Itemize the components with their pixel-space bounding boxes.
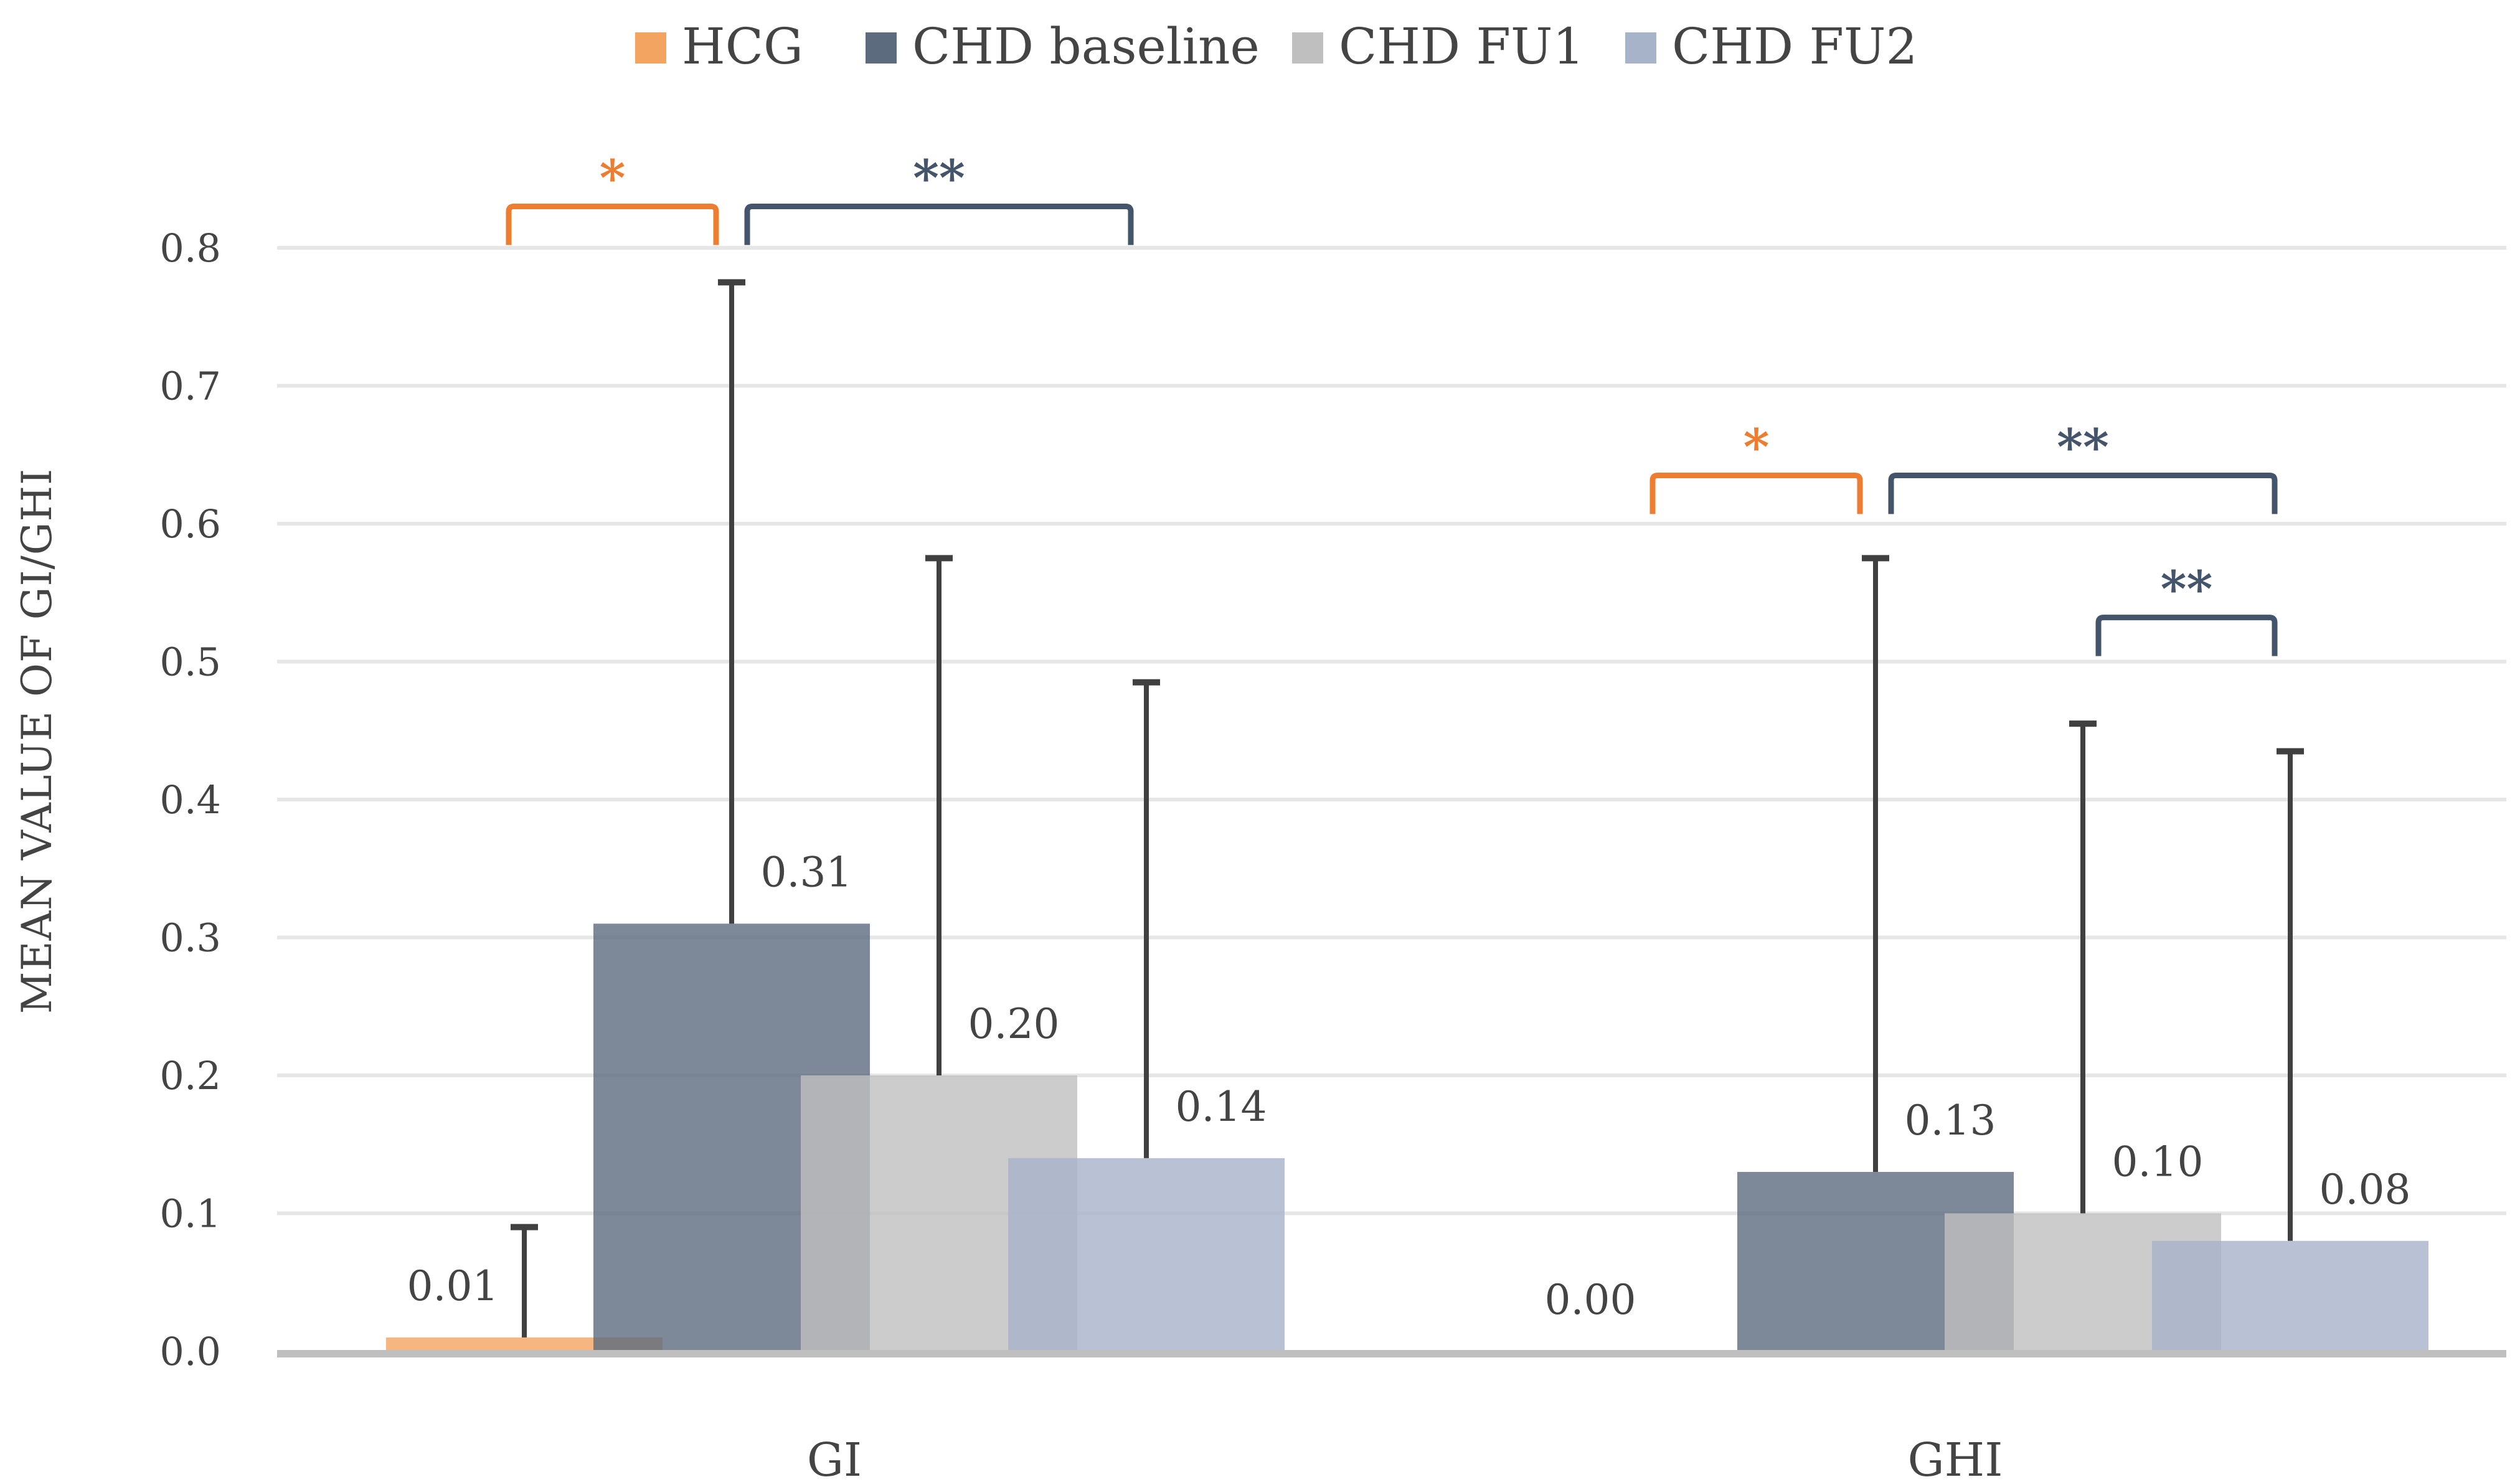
legend-swatch-chd-fu1: [1292, 32, 1323, 64]
bars: [386, 923, 2428, 1351]
y-tick-label: 0.8: [159, 225, 221, 271]
significance-bracket: [1649, 472, 1863, 514]
data-labels: 0.01 0.31 0.20 0.14 0.00 0.13 0.10 0.08: [407, 848, 2411, 1324]
y-tick-label: 0.1: [159, 1191, 221, 1237]
legend-label-hcg: HCG: [682, 17, 803, 75]
y-tick-label: 0.0: [159, 1329, 221, 1374]
data-label-chd-fu1-ghi: 0.10: [2112, 1138, 2204, 1186]
significance-marker: *: [600, 149, 626, 207]
significance-marker: **: [913, 149, 965, 207]
y-axis-ticks: 0.0 0.1 0.2 0.3 0.4 0.5 0.6 0.7 0.8: [159, 225, 221, 1374]
y-axis-label: MEAN VALUE OF GI/GHI: [13, 468, 61, 1014]
significance-brackets: * *** ****: [506, 149, 2278, 656]
legend-label-chd-baseline: CHD baseline: [912, 17, 1260, 75]
y-tick-label: 0.6: [159, 501, 221, 547]
legend-label-chd-fu2: CHD FU2: [1672, 17, 1917, 75]
data-label-hcg-ghi: 0.00: [1545, 1276, 1636, 1324]
y-tick-label: 0.3: [159, 915, 221, 961]
significance-bracket: [506, 204, 719, 245]
significance-marker: **: [2057, 417, 2109, 476]
x-category-label-ghi: GHI: [1908, 1433, 2003, 1482]
y-tick-label: 0.2: [159, 1053, 221, 1098]
y-tick-label: 0.7: [159, 364, 221, 409]
bar-chd-fu2-ghi: [2152, 1240, 2428, 1351]
x-category-label-gi: GI: [807, 1433, 862, 1482]
significance-marker: *: [1744, 417, 1770, 476]
data-label-chd-fu2-ghi: 0.08: [2319, 1166, 2411, 1214]
x-axis-categories: GI GHI: [807, 1433, 2003, 1482]
significance-bracket: [744, 204, 1134, 245]
significance-marker: **: [2161, 560, 2213, 618]
data-label-chd-fu1-gi: 0.20: [968, 1000, 1060, 1048]
bar-chd-fu2-gi: [1008, 1158, 1285, 1351]
legend-swatch-hcg: [635, 32, 666, 64]
data-label-chd-fu2-gi: 0.14: [1176, 1083, 1267, 1131]
y-tick-label: 0.4: [159, 777, 221, 823]
legend-swatch-chd-baseline: [866, 32, 897, 64]
y-tick-label: 0.5: [159, 640, 221, 685]
legend-label-chd-fu1: CHD FU1: [1339, 17, 1584, 75]
data-label-chd-baseline-ghi: 0.13: [1905, 1097, 1996, 1145]
data-label-hcg-gi: 0.01: [407, 1262, 499, 1310]
legend: HCG CHD baseline CHD FU1 CHD FU2: [635, 17, 1917, 75]
data-label-chd-baseline-gi: 0.31: [761, 848, 852, 896]
legend-swatch-chd-fu2: [1625, 32, 1656, 64]
significance-bracket: [2095, 615, 2278, 656]
significance-bracket: [1888, 472, 2278, 514]
error-bars: [511, 279, 2304, 1338]
